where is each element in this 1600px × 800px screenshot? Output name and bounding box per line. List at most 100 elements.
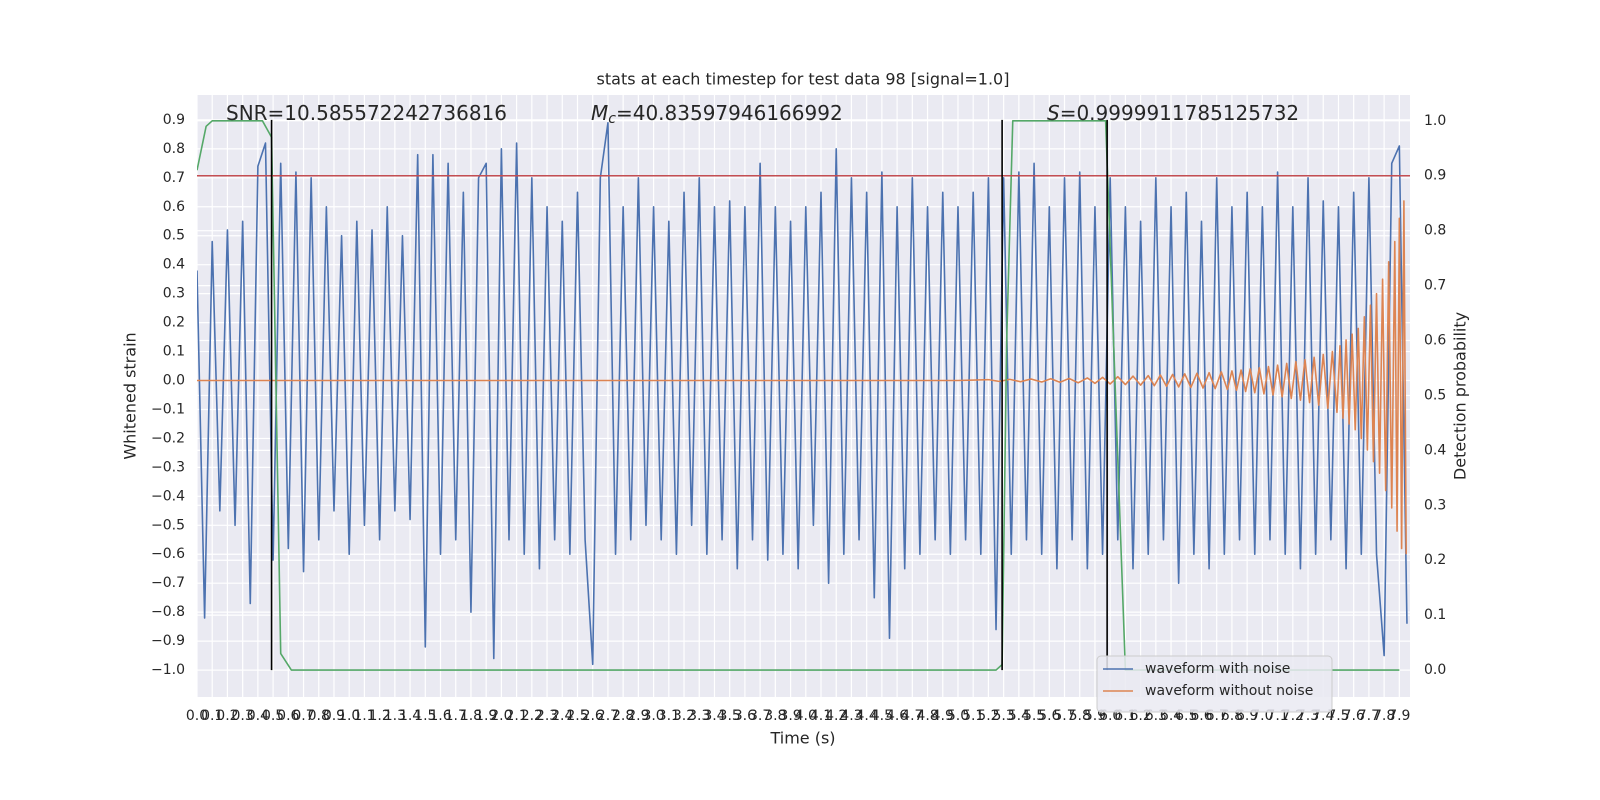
x-tick-label: 1.3 [384,708,406,724]
x-tick-label: 2.0 [490,708,512,724]
y-tick-label: −0.7 [151,575,185,591]
x-tick-label: 4.3 [840,708,862,724]
x-tick-label: 2.2 [521,708,543,724]
x-tick-label: 0.9 [323,708,345,724]
x-tick-label: 1.4 [399,708,421,724]
x-tick-label: 3.7 [749,708,771,724]
y2-tick-label: 0.1 [1424,607,1446,623]
x-tick-label: 0.8 [308,708,330,724]
x-tick-label: 2.8 [612,708,634,724]
x-tick-label: 3.2 [673,708,695,724]
x-tick-label: 5.4 [1008,708,1030,724]
x-tick-label: 1.1 [353,708,375,724]
y-tick-label: −0.8 [151,604,185,620]
x-tick-label: 1.6 [429,708,451,724]
x-tick-label: 1.2 [369,708,391,724]
x-tick-label: 0.0 [186,708,208,724]
x-tick-label: 1.7 [445,708,467,724]
y-tick-label: 0.2 [163,315,185,331]
x-tick-label: 0.5 [262,708,284,724]
annotation: Mc=40.83597946166992 [591,101,843,128]
annotation: SNR=10.585572242736816 [226,101,507,125]
x-tick-label: 0.7 [292,708,314,724]
y-tick-label: 0.5 [163,228,185,244]
x-tick-label: 5.5 [1023,708,1045,724]
y-tick-label: −0.6 [151,546,185,562]
x-tick-label: 0.2 [216,708,238,724]
x-tick-label: 1.8 [460,708,482,724]
x-tick-label: 3.6 [734,708,756,724]
x-tick-label: 5.8 [1069,708,1091,724]
x-axis-label: Time (s) [769,729,835,748]
annotation-subscript: c [608,111,616,127]
x-tick-label: 7.6 [1343,708,1365,724]
x-tick-label: 4.4 [856,708,878,724]
plot [197,119,1410,671]
y-tick-label: 0.3 [163,286,185,302]
x-tick-label: 4.5 [871,708,893,724]
series-line [197,200,1407,555]
x-tick-label: 7.7 [1358,708,1380,724]
x-tick-label: 4.2 [825,708,847,724]
y-tick-label: 0.6 [163,199,185,215]
x-tick-label: 4.0 [795,708,817,724]
annotation-text: SNR=10.585572242736816 [226,101,507,125]
x-tick-label: 4.9 [932,708,954,724]
legend-label: waveform with noise [1145,661,1290,677]
y-tick-label: −0.1 [151,401,185,417]
x-tick-label: 0.3 [232,708,254,724]
x-tick-label: 5.0 [947,708,969,724]
y-tick-label: −0.3 [151,459,185,475]
y2-tick-label: 0.9 [1424,168,1446,184]
y2-tick-label: 1.0 [1424,113,1446,129]
x-tick-label: 0.6 [277,708,299,724]
y2-tick-label: 0.3 [1424,497,1446,513]
x-tick-label: 0.1 [201,708,223,724]
x-tick-label: 2.7 [597,708,619,724]
annotation: S=0.9999911785125732 [1047,101,1299,125]
x-tick-label: 1.9 [475,708,497,724]
y-tick-label: 0.1 [163,344,185,360]
series-line [197,120,1400,671]
y-tick-label: 0.8 [163,141,185,157]
y2-axis-label: Detection probability [1451,312,1470,480]
x-tick-label: 5.1 [962,708,984,724]
y-tick-label: −0.9 [151,633,185,649]
x-tick-label: 5.3 [993,708,1015,724]
x-tick-label: 1.5 [414,708,436,724]
x-tick-label: 7.5 [1327,708,1349,724]
x-tick-label: 2.1 [505,708,527,724]
annotation-text: =40.83597946166992 [616,101,843,125]
x-tick-label: 4.8 [916,708,938,724]
x-tick-label: 4.1 [810,708,832,724]
y-tick-label: 0.4 [163,257,185,273]
x-tick-label: 5.7 [1053,708,1075,724]
y-tick-label: 0.7 [163,170,185,186]
x-tick-label: 2.4 [551,708,573,724]
y2-tick-label: 0.7 [1424,278,1446,294]
x-tick-label: 2.9 [627,708,649,724]
x-tick-label: 0.4 [247,708,269,724]
x-tick-label: 3.3 [688,708,710,724]
annotation-text: =0.9999911785125732 [1060,101,1299,125]
x-tick-label: 1.0 [338,708,360,724]
x-tick-label: 2.6 [582,708,604,724]
legend-label: waveform without noise [1145,683,1313,699]
chart-title: stats at each timestep for test data 98 … [597,70,1010,89]
x-tick-label: 2.5 [566,708,588,724]
y-tick-label: −0.5 [151,517,185,533]
x-tick-label: 7.9 [1388,708,1410,724]
x-tick-label: 2.3 [536,708,558,724]
x-tick-label: 5.2 [977,708,999,724]
y-tick-label: −0.2 [151,430,185,446]
x-tick-label: 5.6 [1038,708,1060,724]
y2-tick-label: 0.0 [1424,662,1446,678]
y2-tick-label: 0.6 [1424,333,1446,349]
x-tick-label: 7.8 [1373,708,1395,724]
y-tick-label: 0.0 [163,373,185,389]
y-axis-label: Whitened strain [121,332,140,459]
legend-box [1096,655,1333,713]
x-tick-label: 3.4 [703,708,725,724]
series-line [197,122,1408,666]
